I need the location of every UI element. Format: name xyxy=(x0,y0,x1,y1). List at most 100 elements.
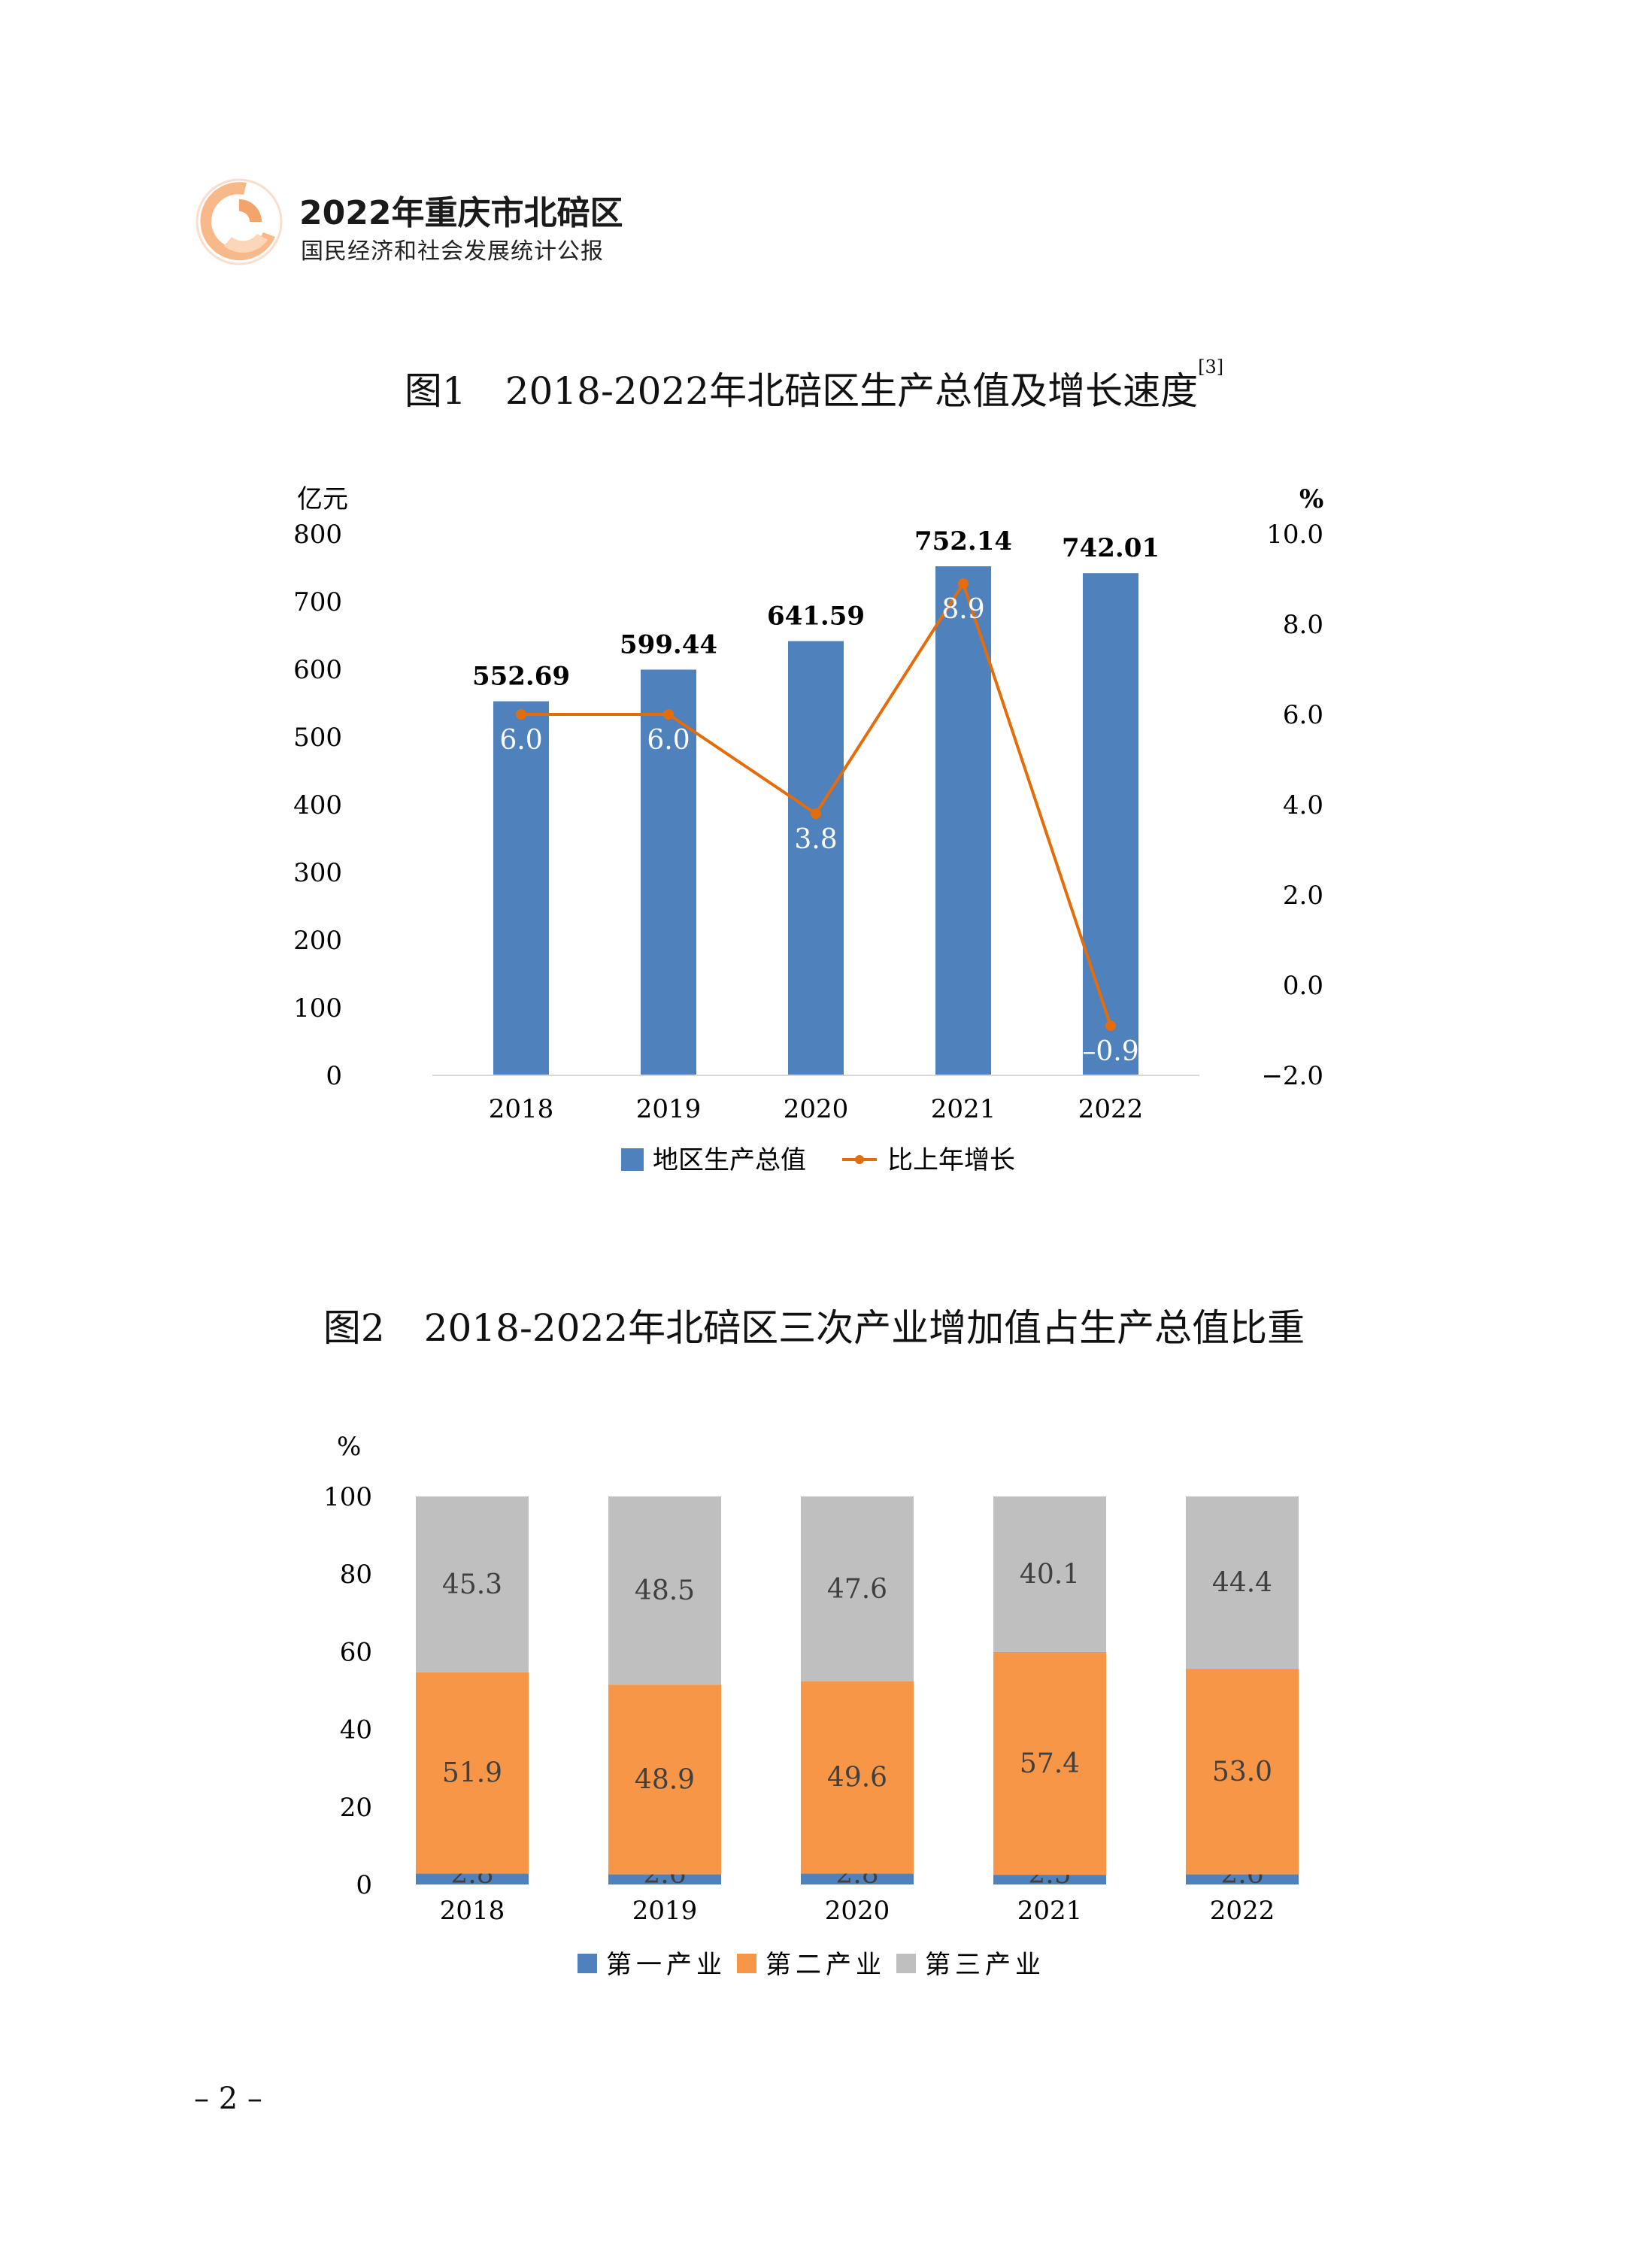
left-axis-tick: 600 xyxy=(293,655,342,685)
gdp-bar-label: 742.01 xyxy=(1062,533,1160,563)
right-axis-unit: % xyxy=(1299,484,1323,514)
y-axis-tick: 20 xyxy=(340,1793,372,1823)
report-subtitle: 国民经济和社会发展统计公报 xyxy=(301,238,604,265)
figure1-footnote: [3] xyxy=(1198,356,1224,377)
x-axis-tick: 2019 xyxy=(636,1094,702,1124)
industry-bar-segment xyxy=(993,1496,1106,1652)
figure2-label: 图2 xyxy=(323,1306,385,1350)
industry-bar-segment xyxy=(801,1873,914,1884)
gdp-bar xyxy=(493,701,549,1075)
growth-point xyxy=(516,709,526,720)
x-axis-tick: 2021 xyxy=(1017,1896,1083,1926)
gdp-bar-label: 599.44 xyxy=(620,630,717,660)
industry-segment-label: 48.9 xyxy=(635,1764,695,1795)
gdp-bar xyxy=(935,566,991,1075)
y-axis-unit: % xyxy=(337,1432,361,1462)
gdp-growth-chart: 亿元 % 0 100 200 300 400 500 600 700 800 −2.0 0.0 2.0 4.… xyxy=(293,484,1323,1175)
industry-bar-segment xyxy=(1186,1669,1299,1875)
report-header: 2022年重庆市北碚区 国民经济和社会发展统计公报 xyxy=(194,177,720,282)
industry-bar-segment xyxy=(608,1684,721,1875)
right-axis-tick: 0.0 xyxy=(1283,971,1323,1001)
industry-bar-segment xyxy=(1186,1496,1299,1669)
industry-bar-segment xyxy=(1186,1874,1299,1884)
industry-bar-segment xyxy=(416,1672,529,1874)
gdp-bar-label: 752.14 xyxy=(914,526,1012,556)
legend-label: 第二产业 xyxy=(765,1950,886,1980)
left-axis-tick: 200 xyxy=(293,926,342,956)
y-axis-tick: 0 xyxy=(356,1870,372,1900)
report-logo xyxy=(196,178,283,265)
industry-bar-segment xyxy=(801,1496,914,1681)
left-axis-tick: 400 xyxy=(293,790,342,820)
industry-segment-label: 51.9 xyxy=(442,1758,502,1789)
right-axis-tick: 2.0 xyxy=(1283,881,1323,911)
growth-label: 6.0 xyxy=(499,725,542,756)
legend-label: 第一产业 xyxy=(606,1950,726,1980)
y-axis-tick: 100 xyxy=(323,1482,372,1512)
gdp-bar-label: 641.59 xyxy=(767,602,865,632)
industry-bar-segment xyxy=(801,1681,914,1874)
x-axis-tick: 2020 xyxy=(825,1896,890,1926)
gdp-bar xyxy=(788,641,844,1075)
industry-segment-label: 48.5 xyxy=(635,1575,695,1606)
x-axis-tick: 2018 xyxy=(489,1094,554,1124)
x-axis-tick: 2020 xyxy=(784,1094,849,1124)
right-axis-tick: 4.0 xyxy=(1283,790,1323,820)
legend-swatch xyxy=(578,1954,597,1973)
legend-label: 第三产业 xyxy=(925,1950,1045,1980)
industry-segment-label: 53.0 xyxy=(1212,1757,1272,1787)
gdp-bar xyxy=(641,669,696,1075)
legend-swatch xyxy=(896,1954,916,1973)
figure1-title-block: 图1 2018-2022年北碚区生产总值及增长速度[3] xyxy=(0,356,1628,415)
industry-bar-segment xyxy=(416,1873,529,1884)
growth-point xyxy=(663,709,674,720)
legend-gdp-label: 地区生产总值 xyxy=(653,1145,806,1175)
right-axis-tick: 10.0 xyxy=(1266,520,1323,550)
x-axis-tick: 2021 xyxy=(931,1094,996,1124)
left-axis-tick: 0 xyxy=(326,1061,342,1091)
growth-label: 8.9 xyxy=(941,594,984,625)
growth-point xyxy=(1105,1020,1116,1031)
industry-segment-label: 49.6 xyxy=(827,1763,887,1793)
x-axis-tick: 2022 xyxy=(1078,1094,1144,1124)
growth-point xyxy=(958,578,969,589)
figure2-title-block: 图2 2018-2022年北碚区三次产业增加值占生产总值比重 xyxy=(0,1298,1628,1352)
gdp-bar xyxy=(1083,573,1138,1075)
figure1-title: 2018-2022年北碚区生产总值及增长速度 xyxy=(505,369,1199,413)
left-axis-tick: 100 xyxy=(293,993,342,1023)
figure1-label: 图1 xyxy=(404,369,466,413)
y-axis-tick: 60 xyxy=(340,1637,372,1667)
right-axis-tick: 8.0 xyxy=(1283,610,1323,640)
industry-segment-label: 40.1 xyxy=(1020,1559,1080,1590)
left-axis-tick: 300 xyxy=(293,858,342,888)
left-axis-tick: 700 xyxy=(293,587,342,617)
industry-segment-label: 57.4 xyxy=(1020,1748,1080,1779)
growth-label: 6.0 xyxy=(647,725,690,756)
growth-label: –0.9 xyxy=(1082,1036,1138,1067)
legend-growth-marker xyxy=(855,1155,864,1164)
industry-bar-segment xyxy=(608,1496,721,1685)
left-axis-tick: 800 xyxy=(293,520,342,550)
figure2-title: 2018-2022年北碚区三次产业增加值占生产总值比重 xyxy=(423,1306,1305,1350)
gdp-bar-label: 552.69 xyxy=(472,662,570,692)
left-axis-tick: 500 xyxy=(293,723,342,753)
growth-label: 3.8 xyxy=(794,824,837,855)
industry-share-chart: %0204060801002.851.945.320182.648.948.52… xyxy=(323,1432,1299,1980)
y-axis-tick: 80 xyxy=(340,1560,372,1590)
right-axis-tick: −2.0 xyxy=(1261,1061,1323,1091)
legend-growth-label: 比上年增长 xyxy=(887,1145,1015,1175)
x-axis-tick: 2022 xyxy=(1210,1896,1275,1926)
industry-bar-segment xyxy=(608,1874,721,1884)
industry-segment-label: 44.4 xyxy=(1212,1568,1272,1599)
industry-bar-segment xyxy=(993,1651,1106,1875)
report-title: 2022年重庆市北碚区 xyxy=(299,194,623,232)
industry-bar-segment xyxy=(416,1496,529,1672)
industry-segment-label: 47.6 xyxy=(827,1574,887,1605)
x-axis-tick: 2018 xyxy=(440,1896,505,1926)
x-axis-tick: 2019 xyxy=(632,1896,698,1926)
growth-point xyxy=(811,808,821,819)
industry-bar-segment xyxy=(993,1875,1106,1884)
right-axis-tick: 6.0 xyxy=(1283,700,1323,730)
legend-swatch xyxy=(737,1954,756,1973)
industry-segment-label: 45.3 xyxy=(442,1569,502,1600)
